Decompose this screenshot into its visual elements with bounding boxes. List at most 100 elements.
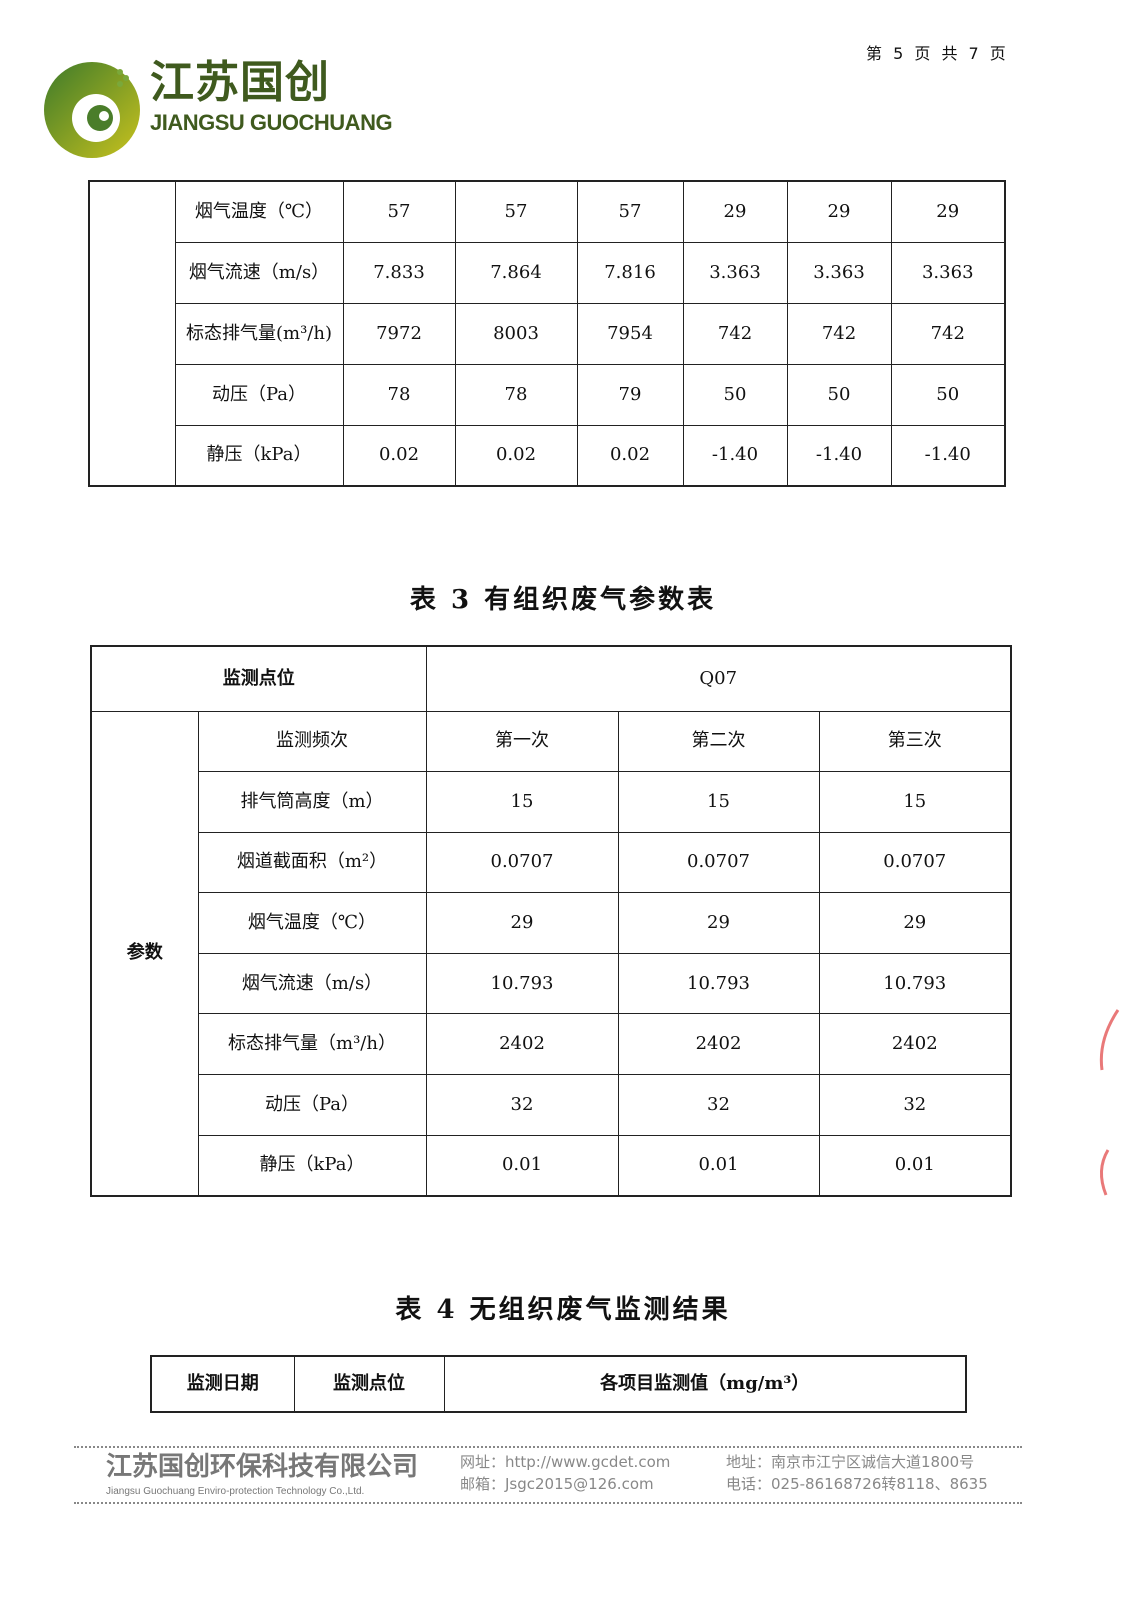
header-location: 监测点位: [293, 1355, 445, 1413]
header-values: 各项目监测值（mg/m³）: [443, 1355, 967, 1413]
cell-value: 2402: [425, 1013, 619, 1076]
cell-value: 15: [425, 771, 619, 833]
cell-value: 0.01: [818, 1134, 1012, 1197]
table-row: 烟气流速（m/s） 10.793 10.793 10.793: [91, 952, 1012, 1015]
logo-text-cn: 江苏国创: [150, 57, 330, 108]
row-label: 烟气温度（℃）: [197, 892, 427, 954]
cell-value: 32: [818, 1074, 1012, 1136]
table-row: 静压（kPa） 0.01 0.01 0.01: [91, 1134, 1012, 1197]
table-row: 静压（kPa） 0.02 0.02 0.02 -1.40 -1.40 -1.40: [89, 424, 1006, 487]
cell-value: 10.793: [425, 952, 619, 1015]
cell-value: 50: [890, 363, 1006, 426]
cell-value: -1.40: [786, 424, 892, 487]
cell-value: 78: [454, 363, 578, 426]
table-row: 烟气温度（℃） 57 57 57 29 29 29: [88, 180, 1006, 487]
cell-value: 742: [682, 302, 788, 365]
cell-value: 742: [786, 302, 892, 365]
footer-phone: 电话：025-86168726转8118、8635: [726, 1475, 988, 1493]
cell-value: 第三次: [818, 710, 1012, 773]
cell-value: 0.02: [576, 424, 684, 487]
row-label: 动压（Pa）: [174, 363, 344, 426]
cell-value: 2402: [617, 1013, 820, 1076]
cell-value: 57: [342, 180, 456, 243]
cell-value: 50: [786, 363, 892, 426]
cell-value: 78: [342, 363, 456, 426]
cell-value: 2402: [818, 1013, 1012, 1076]
cell-value: 0.0707: [617, 831, 820, 894]
table-row: 排气筒高度（m） 15 15 15: [91, 771, 1012, 833]
cell-value: 3.363: [682, 241, 788, 304]
row-label: 排气筒高度（m）: [197, 771, 427, 833]
cell-value: 57: [454, 180, 578, 243]
table-row: 烟气温度（℃） 29 29 29: [91, 892, 1012, 954]
table-row: 动压（Pa） 32 32 32: [91, 1074, 1012, 1136]
footer-email: 邮箱：Jsgc2015@126.com: [460, 1475, 654, 1493]
page-indicator: 第 5 页 共 7 页: [866, 44, 1009, 63]
location-label: 监测点位: [90, 645, 427, 712]
cell-value: 0.0707: [818, 831, 1012, 894]
cell-value: 3.363: [786, 241, 892, 304]
cell-value: 50: [682, 363, 788, 426]
table-row: 标态排气量(m³/h) 7972 8003 7954 742 742 742: [89, 302, 1006, 365]
cell-value: 32: [617, 1074, 820, 1136]
table-row: 烟道截面积（m²） 0.0707 0.0707 0.0707: [91, 831, 1012, 894]
cell-value: 29: [617, 892, 820, 954]
cell-value: 29: [890, 180, 1006, 243]
merged-group-cell: [88, 180, 176, 487]
cell-value: 8003: [454, 302, 578, 365]
table-row: 参数 监测频次 第一次 第二次 第三次: [90, 710, 1012, 1197]
table-row: 动压（Pa） 78 78 79 50 50 50: [89, 363, 1006, 426]
footer-divider-bottom: [74, 1502, 1022, 1504]
cell-value: 29: [682, 180, 788, 243]
cell-value: 0.02: [342, 424, 456, 487]
cell-value: 79: [576, 363, 684, 426]
cell-value: 7954: [576, 302, 684, 365]
cell-value: 3.363: [890, 241, 1006, 304]
cell-value: -1.40: [890, 424, 1006, 487]
row-label: 监测频次: [197, 710, 427, 773]
footer-company-cn: 江苏国创环保科技有限公司: [106, 1452, 419, 1482]
row-label: 烟气流速（m/s）: [174, 241, 344, 304]
cell-value: 0.0707: [425, 831, 619, 894]
table4: 监测日期 监测点位 各项目监测值（mg/m³）: [150, 1355, 967, 1413]
logo-text-en: JIANGSU GUOCHUANG: [150, 110, 393, 135]
cell-value: 29: [425, 892, 619, 954]
cell-value: 第二次: [617, 710, 820, 773]
cell-value: 57: [576, 180, 684, 243]
table-continued: 烟气温度（℃） 57 57 57 29 29 29 烟气流速（m/s） 7.833 7.864 7.…: [88, 180, 1006, 487]
company-logo: [44, 62, 140, 158]
cell-value: 7.833: [342, 241, 456, 304]
table3-title: 表 3 有组织废气参数表: [409, 585, 717, 615]
table-row: 标态排气量（m³/h） 2402 2402 2402: [91, 1013, 1012, 1076]
table3: 监测点位 Q07 参数 监测频次 第一次 第二次 第三次 排气筒高度（m） 15 15 15 烟道…: [90, 645, 1013, 1197]
cell-value: 7972: [342, 302, 456, 365]
cell-value: 32: [425, 1074, 619, 1136]
cell-value: 7.864: [454, 241, 578, 304]
cell-value: 0.01: [617, 1134, 820, 1197]
group-label: 参数: [90, 710, 199, 1197]
row-label: 烟道截面积（m²）: [197, 831, 427, 894]
row-label: 静压（kPa）: [197, 1134, 427, 1197]
cell-value: 29: [786, 180, 892, 243]
cell-value: 742: [890, 302, 1006, 365]
red-seal-fragment: [1099, 1009, 1120, 1196]
header-date: 监测日期: [150, 1355, 295, 1413]
row-label: 标态排气量（m³/h）: [197, 1013, 427, 1076]
cell-value: 0.02: [454, 424, 578, 487]
footer-divider-top: [74, 1446, 1022, 1448]
cell-value: 10.793: [818, 952, 1012, 1015]
row-label: 标态排气量(m³/h): [174, 302, 344, 365]
table-row: 烟气流速（m/s） 7.833 7.864 7.816 3.363 3.363 3.363: [89, 241, 1006, 304]
cell-value: 15: [818, 771, 1012, 833]
row-label: 烟气流速（m/s）: [197, 952, 427, 1015]
row-label: 动压（Pa）: [197, 1074, 427, 1136]
cell-value: 29: [818, 892, 1012, 954]
footer-website: 网址：http://www.gcdet.com: [460, 1453, 671, 1471]
cell-value: -1.40: [682, 424, 788, 487]
footer-address: 地址：南京市江宁区诚信大道1800号: [726, 1453, 975, 1471]
row-label: 烟气温度（℃）: [174, 180, 344, 243]
location-value: Q07: [425, 645, 1012, 712]
cell-value: 15: [617, 771, 820, 833]
table4-title: 表 4 无组织废气监测结果: [395, 1295, 731, 1325]
cell-value: 7.816: [576, 241, 684, 304]
